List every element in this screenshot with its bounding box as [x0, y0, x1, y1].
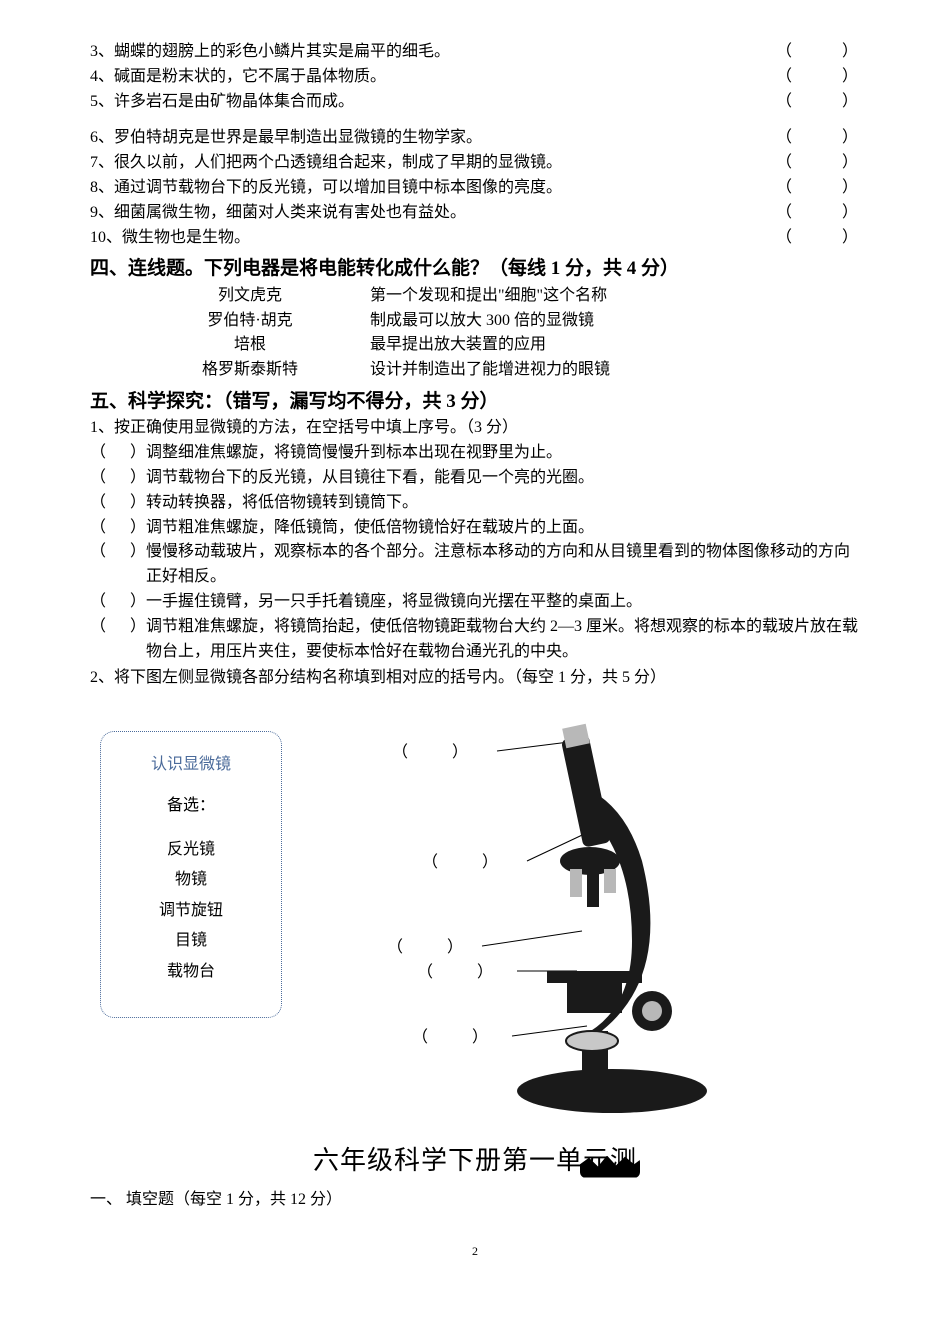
option-box: 认识显微镜 备选： 反光镜 物镜 调节旋钮 目镜 载物台: [100, 731, 282, 1018]
tf-item: 7、很久以前，人们把两个凸透镜组合起来，制成了早期的显微镜。 （ ）: [90, 151, 860, 176]
step-item: （ ） 调节粗准焦螺旋，降低镜筒，使低倍物镜恰好在载玻片的上面。: [90, 516, 860, 541]
tf-text: 6、罗伯特胡克是世界是最早制造出显微镜的生物学家。: [90, 126, 776, 151]
tf-text: 10、微生物也是生物。: [90, 226, 776, 251]
page-number: 2: [90, 1242, 860, 1261]
tf-text: 9、细菌属微生物，细菌对人类来说有害处也有益处。: [90, 201, 776, 226]
tf-item: 10、微生物也是生物。 （ ）: [90, 226, 860, 251]
step-text: 调节载物台下的反光镜，从目镜往下看，能看见一个亮的光圈。: [146, 466, 860, 491]
box-option: 物镜: [111, 865, 271, 895]
match-row: 列文虎克 第一个发现和提出"细胞"这个名称: [130, 284, 860, 309]
box-option: 目镜: [111, 926, 271, 956]
microscope-wrap: （ ） （ ） （ ） （ ） （ ）: [282, 721, 860, 1121]
microscope-icon: [282, 721, 712, 1121]
tf-paren[interactable]: （ ）: [776, 40, 860, 65]
step-text: 慢慢移动载玻片，观察标本的各个部分。注意标本移动的方向和从目镜里看到的物体图像移…: [146, 540, 860, 590]
unit-title: 六年级科学下册第一单元测: [90, 1141, 860, 1181]
tf-item: 8、通过调节载物台下的反光镜，可以增加目镜中标本图像的亮度。 （ ）: [90, 176, 860, 201]
step-paren[interactable]: （ ）: [90, 590, 146, 615]
match-left: 罗伯特·胡克: [130, 309, 370, 334]
step-paren[interactable]: （ ）: [90, 540, 146, 590]
match-left: 列文虎克: [130, 284, 370, 309]
step-text: 一手握住镜臂，另一只手托着镜座，将显微镜向光摆在平整的桌面上。: [146, 590, 860, 615]
section1-title: 一、 填空题（每空 1 分，共 12 分）: [90, 1188, 860, 1213]
spacer: [90, 114, 860, 126]
step-paren[interactable]: （ ）: [90, 491, 146, 516]
diagram-area: 认识显微镜 备选： 反光镜 物镜 调节旋钮 目镜 载物台 （ ） （ ） （ ）…: [90, 721, 860, 1121]
tf-text: 3、蝴蝶的翅膀上的彩色小鳞片其实是扁平的细毛。: [90, 40, 776, 65]
tf-text: 4、碱面是粉末状的，它不属于晶体物质。: [90, 65, 776, 90]
match-right: 最早提出放大装置的应用: [370, 333, 860, 358]
tf-item: 6、罗伯特胡克是世界是最早制造出显微镜的生物学家。 （ ）: [90, 126, 860, 151]
tf-paren[interactable]: （ ）: [776, 201, 860, 226]
match-row: 培根 最早提出放大装置的应用: [130, 333, 860, 358]
match-left: 培根: [130, 333, 370, 358]
step-paren[interactable]: （ ）: [90, 516, 146, 541]
step-item: （ ） 调节载物台下的反光镜，从目镜往下看，能看见一个亮的光圈。: [90, 466, 860, 491]
box-title: 认识显微镜: [111, 750, 271, 780]
match-right: 制成最可以放大 300 倍的显微镜: [370, 309, 860, 334]
match-right: 设计并制造出了能增进视力的眼镜: [370, 358, 860, 383]
box-option: 反光镜: [111, 835, 271, 865]
box-option: 调节旋钮: [111, 896, 271, 926]
tf-group-2: 6、罗伯特胡克是世界是最早制造出显微镜的生物学家。 （ ） 7、很久以前，人们把…: [90, 126, 860, 250]
tf-item: 9、细菌属微生物，细菌对人类来说有害处也有益处。 （ ）: [90, 201, 860, 226]
step-text: 调节粗准焦螺旋，将镜筒抬起，使低倍物镜距载物台大约 2—3 厘米。将想观察的标本…: [146, 615, 860, 665]
step-item: （ ） 调整细准焦螺旋，将镜筒慢慢升到标本出现在视野里为止。: [90, 441, 860, 466]
step-text: 调节粗准焦螺旋，降低镜筒，使低倍物镜恰好在载玻片的上面。: [146, 516, 860, 541]
match-table: 列文虎克 第一个发现和提出"细胞"这个名称 罗伯特·胡克 制成最可以放大 300…: [130, 284, 860, 383]
box-option: 载物台: [111, 957, 271, 987]
tf-text: 8、通过调节载物台下的反光镜，可以增加目镜中标本图像的亮度。: [90, 176, 776, 201]
step-text: 调整细准焦螺旋，将镜筒慢慢升到标本出现在视野里为止。: [146, 441, 860, 466]
match-row: 罗伯特·胡克 制成最可以放大 300 倍的显微镜: [130, 309, 860, 334]
q1-intro: 1、按正确使用显微镜的方法，在空括号中填上序号。（3 分）: [90, 416, 860, 441]
match-row: 格罗斯泰斯特 设计并制造出了能增进视力的眼镜: [130, 358, 860, 383]
tf-text: 5、许多岩石是由矿物晶体集合而成。: [90, 90, 776, 115]
box-sub: 备选：: [111, 791, 271, 821]
step-item: （ ） 一手握住镜臂，另一只手托着镜座，将显微镜向光摆在平整的桌面上。: [90, 590, 860, 615]
section4-title: 四、连线题。下列电器是将电能转化成什么能？（每线 1 分，共 4 分）: [90, 254, 860, 283]
tf-item: 5、许多岩石是由矿物晶体集合而成。 （ ）: [90, 90, 860, 115]
step-text: 转动转换器，将低倍物镜转到镜筒下。: [146, 491, 860, 516]
match-right: 第一个发现和提出"细胞"这个名称: [370, 284, 860, 309]
match-left: 格罗斯泰斯特: [130, 358, 370, 383]
tf-paren[interactable]: （ ）: [776, 151, 860, 176]
tf-item: 4、碱面是粉末状的，它不属于晶体物质。 （ ）: [90, 65, 860, 90]
tf-item: 3、蝴蝶的翅膀上的彩色小鳞片其实是扁平的细毛。 （ ）: [90, 40, 860, 65]
tf-paren[interactable]: （ ）: [776, 226, 860, 251]
tf-paren[interactable]: （ ）: [776, 90, 860, 115]
tf-text: 7、很久以前，人们把两个凸透镜组合起来，制成了早期的显微镜。: [90, 151, 776, 176]
step-paren[interactable]: （ ）: [90, 615, 146, 665]
step-item: （ ） 慢慢移动载玻片，观察标本的各个部分。注意标本移动的方向和从目镜里看到的物…: [90, 540, 860, 590]
step-item: （ ） 调节粗准焦螺旋，将镜筒抬起，使低倍物镜距载物台大约 2—3 厘米。将想观…: [90, 615, 860, 665]
step-paren[interactable]: （ ）: [90, 466, 146, 491]
q2-intro: 2、将下图左侧显微镜各部分结构名称填到相对应的括号内。（每空 1 分，共 5 分…: [90, 666, 860, 691]
step-item: （ ） 转动转换器，将低倍物镜转到镜筒下。: [90, 491, 860, 516]
step-paren[interactable]: （ ）: [90, 441, 146, 466]
tf-paren[interactable]: （ ）: [776, 176, 860, 201]
steps-list: （ ） 调整细准焦螺旋，将镜筒慢慢升到标本出现在视野里为止。 （ ） 调节载物台…: [90, 441, 860, 664]
tf-paren[interactable]: （ ）: [776, 65, 860, 90]
section5-title: 五、科学探究：（错写，漏写均不得分，共 3 分）: [90, 387, 860, 416]
tf-paren[interactable]: （ ）: [776, 126, 860, 151]
tf-group-1: 3、蝴蝶的翅膀上的彩色小鳞片其实是扁平的细毛。 （ ） 4、碱面是粉末状的，它不…: [90, 40, 860, 114]
